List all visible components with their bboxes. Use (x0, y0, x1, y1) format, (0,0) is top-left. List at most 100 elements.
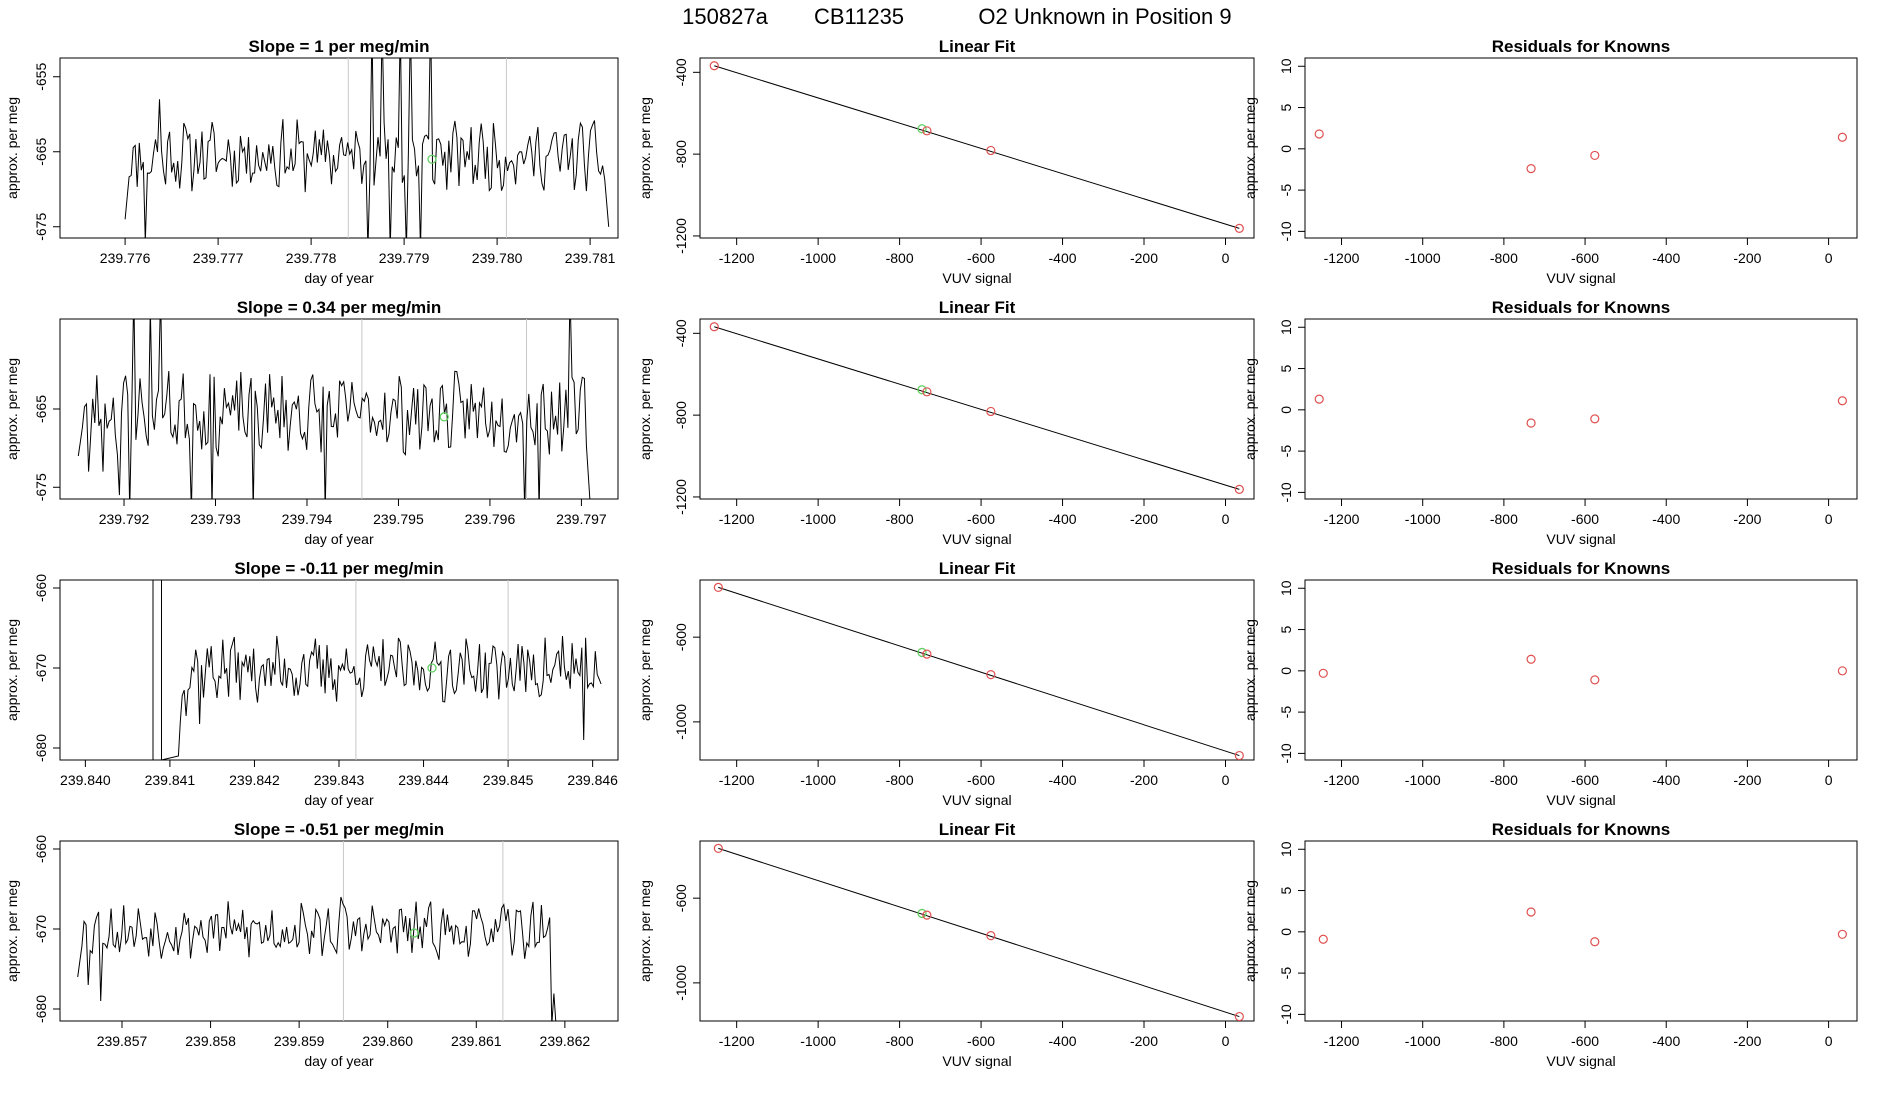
x-axis-label: VUV signal (942, 531, 1011, 547)
fit-line (714, 65, 1240, 229)
y-tick-label: 10 (1278, 580, 1294, 596)
y-tick-label: 0 (1278, 145, 1294, 153)
y-tick-label: 0 (1278, 667, 1294, 675)
y-axis-label: approx. per meg (1242, 619, 1258, 721)
y-tick-label: -680 (33, 734, 49, 762)
x-tick-label: -800 (1490, 511, 1518, 527)
y-tick-label: 5 (1278, 364, 1294, 372)
sample-description: O2 Unknown in Position 9 (978, 4, 1231, 29)
x-axis-label: VUV signal (942, 1053, 1011, 1069)
y-tick-label: -10 (1278, 221, 1294, 241)
y-tick-label: -665 (33, 138, 49, 166)
y-axis-label: approx. per meg (637, 358, 653, 460)
x-tick-label: 239.780 (472, 250, 523, 266)
plot-frame (1304, 840, 1858, 1022)
x-tick-label: -800 (886, 772, 914, 788)
time-series-trace (124, 58, 610, 238)
y-tick-label: -660 (33, 574, 49, 602)
panel-title: Linear Fit (939, 298, 1016, 317)
residual-point (1837, 132, 1847, 142)
y-axis-label: approx. per meg (1242, 358, 1258, 460)
run-id: 150827a (682, 4, 768, 29)
known-standard-point (1234, 223, 1244, 233)
plot-area (152, 580, 602, 760)
y-axis-label: approx. per meg (637, 97, 653, 199)
plot-frame (59, 840, 619, 1022)
y-axis-label: approx. per meg (637, 619, 653, 721)
y-tick-label: 5 (1278, 625, 1294, 633)
y-tick-label: -10 (1278, 482, 1294, 502)
y-tick-label: 0 (1278, 406, 1294, 414)
x-tick-label: -1200 (1324, 511, 1360, 527)
x-tick-label: 239.841 (145, 772, 196, 788)
x-tick-label: -600 (1571, 772, 1599, 788)
x-tick-label: -1200 (719, 1033, 755, 1049)
x-tick-label: 0 (1825, 1033, 1833, 1049)
y-tick-label: -5 (1278, 706, 1294, 719)
y-tick-label: -655 (33, 63, 49, 91)
x-tick-label: -1000 (800, 1033, 836, 1049)
residual-point (1590, 675, 1600, 685)
residual-point (1837, 666, 1847, 676)
y-axis-label: approx. per meg (1242, 880, 1258, 982)
known-standard-point (713, 582, 723, 593)
x-tick-label: 239.859 (274, 1033, 325, 1049)
y-axis-ticks: -10 -5 0 5 10 (1278, 841, 1305, 1025)
x-tick-label: -1200 (719, 772, 755, 788)
x-tick-label: -200 (1733, 772, 1761, 788)
x-axis-ticks: -1200 -1000 -800 -600 -400 -200 0 (719, 499, 1230, 527)
residual-point (1314, 394, 1324, 404)
residual-point (1590, 937, 1600, 947)
panel-title: Slope = -0.51 per meg/min (234, 820, 444, 839)
plot-area (1318, 654, 1847, 685)
y-axis-ticks: -10 -5 0 5 10 (1278, 319, 1305, 503)
known-standard-point (922, 387, 932, 397)
fit-line (714, 326, 1240, 490)
x-tick-label: -800 (1490, 250, 1518, 266)
x-tick-label: -600 (967, 250, 995, 266)
panel-title: Linear Fit (939, 37, 1016, 56)
panel-r3-line: Slope = -0.51 per meg/min day of year appr… (4, 820, 619, 1069)
plot-frame (59, 57, 619, 239)
x-axis-ticks: 239.840 239.841 239.842 239.843 239.844 239.8… (60, 760, 618, 788)
y-tick-label: -665 (33, 395, 49, 423)
x-tick-label: 239.793 (190, 511, 241, 527)
plot-area (124, 58, 610, 238)
x-tick-label: 239.779 (379, 250, 430, 266)
figure-title: 150827a CB11235 O2 Unknown in Position 9 (682, 4, 1231, 29)
x-tick-label: -200 (1130, 1033, 1158, 1049)
known-standard-point (922, 649, 932, 659)
panel-r0-scatter_fit: Linear Fit VUV signal approx. per meg -1200… (637, 37, 1255, 286)
x-tick-label: 239.857 (97, 1033, 148, 1049)
residual-point (1837, 929, 1847, 939)
x-tick-label: -1200 (719, 511, 755, 527)
plot-frame (699, 57, 1255, 239)
x-tick-label: -200 (1733, 250, 1761, 266)
x-tick-label: -1000 (1405, 772, 1441, 788)
x-axis-label: day of year (304, 270, 374, 286)
x-tick-label: 239.846 (567, 772, 618, 788)
y-axis-label: approx. per meg (1242, 97, 1258, 199)
plot-frame (1304, 57, 1858, 239)
unknown-mean-marker (427, 154, 437, 164)
y-tick-label: -1200 (673, 479, 689, 515)
x-tick-label: 239.797 (556, 511, 607, 527)
x-axis-ticks: -1200 -1000 -800 -600 -400 -200 0 (719, 238, 1230, 266)
y-axis-ticks: -675 -665 (33, 395, 60, 501)
y-axis-ticks: -10 -5 0 5 10 (1278, 580, 1305, 764)
known-standard-point (709, 61, 719, 71)
known-standard-point (922, 910, 932, 920)
x-tick-label: -800 (886, 250, 914, 266)
x-axis-label: VUV signal (1546, 792, 1615, 808)
x-tick-label: 239.778 (286, 250, 337, 266)
x-axis-label: VUV signal (942, 270, 1011, 286)
time-series-trace (77, 319, 591, 499)
known-standard-point (986, 670, 996, 680)
time-series-trace (77, 896, 557, 1021)
x-tick-label: -600 (967, 1033, 995, 1049)
panel-r3-residuals: Residuals for Knowns VUV signal approx. pe… (1242, 820, 1858, 1069)
plot-area (709, 322, 1244, 494)
x-tick-label: -400 (1049, 772, 1077, 788)
x-tick-label: 0 (1222, 511, 1230, 527)
y-tick-label: -670 (33, 654, 49, 682)
